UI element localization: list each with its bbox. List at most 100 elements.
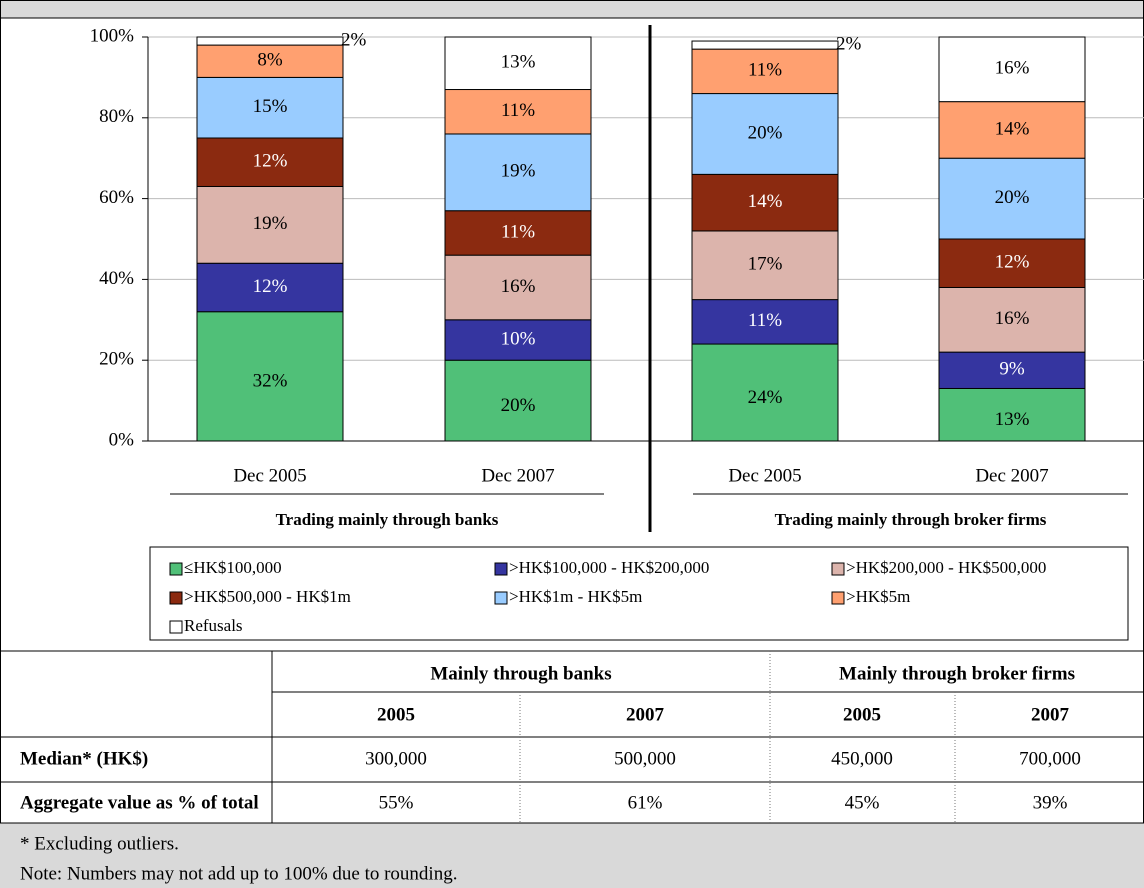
x-tick-label: Dec 2007 xyxy=(975,465,1048,486)
legend-label: >HK$1m - HK$5m xyxy=(509,587,642,606)
table-cell: 450,000 xyxy=(831,748,893,769)
bar-segment xyxy=(444,359,592,442)
bar-segment xyxy=(691,299,839,345)
legend-swatch xyxy=(831,591,845,605)
data-label: 17% xyxy=(748,254,783,275)
bar-segment xyxy=(691,40,839,50)
bar-segment xyxy=(444,210,592,256)
y-tick-label: 0% xyxy=(109,429,135,450)
legend-swatch xyxy=(494,562,508,576)
legend-label: >HK$5m xyxy=(846,587,910,606)
data-label: 19% xyxy=(501,161,536,182)
data-label: 9% xyxy=(999,359,1025,380)
table-row-label: Aggregate value as % of total xyxy=(20,792,259,813)
bar-segment xyxy=(196,185,344,264)
footer-band xyxy=(0,823,1144,888)
table-cell: 700,000 xyxy=(1019,748,1081,769)
bar-segment xyxy=(444,36,592,91)
data-label: 11% xyxy=(501,100,535,121)
data-label: 20% xyxy=(748,122,783,143)
y-tick-label: 80% xyxy=(99,106,134,127)
bar-segment xyxy=(196,311,344,442)
x-tick-label: Dec 2005 xyxy=(233,465,306,486)
table-cell: 500,000 xyxy=(614,748,676,769)
table-cell: 61% xyxy=(628,792,663,813)
table-cell: 45% xyxy=(845,792,880,813)
data-label: 16% xyxy=(995,58,1030,79)
data-label: 13% xyxy=(501,52,536,73)
legend-swatch xyxy=(169,562,183,576)
table-row-label: Median* (HK$) xyxy=(20,748,148,769)
group-label: Trading mainly through broker firms xyxy=(775,510,1047,529)
data-label: 19% xyxy=(253,213,288,234)
bar-segment xyxy=(444,254,592,321)
legend-label: >HK$100,000 - HK$200,000 xyxy=(509,558,709,577)
data-label: 12% xyxy=(253,151,288,172)
table-year: 2007 xyxy=(1031,704,1070,725)
data-label: 32% xyxy=(253,371,288,392)
bar-segment xyxy=(938,238,1086,288)
data-label: 24% xyxy=(748,387,783,408)
bar-segment xyxy=(691,93,839,175)
data-label: 16% xyxy=(995,308,1030,329)
data-label: 11% xyxy=(748,310,782,331)
table-group-header: Mainly through broker firms xyxy=(839,663,1075,684)
legend-swatch xyxy=(169,620,183,634)
legend-swatch xyxy=(169,591,183,605)
bar-segment xyxy=(196,44,344,78)
bar-segment xyxy=(444,133,592,212)
bar-segment xyxy=(444,319,592,361)
note: Note: Numbers may not add up to 100% due… xyxy=(20,863,457,884)
legend-label: >HK$200,000 - HK$500,000 xyxy=(846,558,1046,577)
table-year: 2007 xyxy=(626,704,665,725)
title-band xyxy=(0,0,1144,18)
data-label: 10% xyxy=(501,328,536,349)
table-cell: 55% xyxy=(379,792,414,813)
bar-segment xyxy=(444,89,592,135)
bar-segment xyxy=(938,351,1086,389)
bar-segment xyxy=(938,157,1086,240)
data-label: 14% xyxy=(995,118,1030,139)
bar-segment xyxy=(691,343,839,442)
data-label: 15% xyxy=(253,96,288,117)
table-group-header: Mainly through banks xyxy=(430,663,611,684)
x-tick-label: Dec 2007 xyxy=(481,465,554,486)
bar-segment xyxy=(196,36,344,46)
table-cell: 39% xyxy=(1033,792,1068,813)
bar-segment xyxy=(938,101,1086,159)
data-label: 8% xyxy=(257,50,283,71)
y-tick-label: 60% xyxy=(99,187,134,208)
data-label: 12% xyxy=(253,276,288,297)
data-label: 20% xyxy=(995,187,1030,208)
y-tick-label: 40% xyxy=(99,268,134,289)
legend-label: ≤HK$100,000 xyxy=(184,558,282,577)
y-tick-label: 100% xyxy=(90,25,135,46)
bar-segment xyxy=(691,230,839,301)
data-label: 16% xyxy=(501,276,536,297)
bar-segment xyxy=(938,286,1086,353)
legend-swatch xyxy=(494,591,508,605)
legend-box xyxy=(149,546,1129,641)
data-label: 2% xyxy=(341,29,367,50)
data-label: 14% xyxy=(748,191,783,212)
table-year: 2005 xyxy=(377,704,415,725)
data-label: 12% xyxy=(995,252,1030,273)
bar-segment xyxy=(196,262,344,313)
x-tick-label: Dec 2005 xyxy=(728,465,801,486)
group-label: Trading mainly through banks xyxy=(276,510,499,529)
data-label: 13% xyxy=(995,409,1030,430)
bar-segment xyxy=(691,173,839,232)
table-cell: 300,000 xyxy=(365,748,427,769)
y-tick-label: 20% xyxy=(99,349,134,370)
data-label: 2% xyxy=(836,33,862,54)
data-label: 11% xyxy=(501,221,535,242)
legend-swatch xyxy=(831,562,845,576)
legend-label: Refusals xyxy=(184,616,243,635)
bar-segment xyxy=(196,137,344,187)
data-label: 11% xyxy=(748,60,782,81)
data-label: 20% xyxy=(501,395,536,416)
bar-segment xyxy=(196,76,344,139)
table-year: 2005 xyxy=(843,704,881,725)
